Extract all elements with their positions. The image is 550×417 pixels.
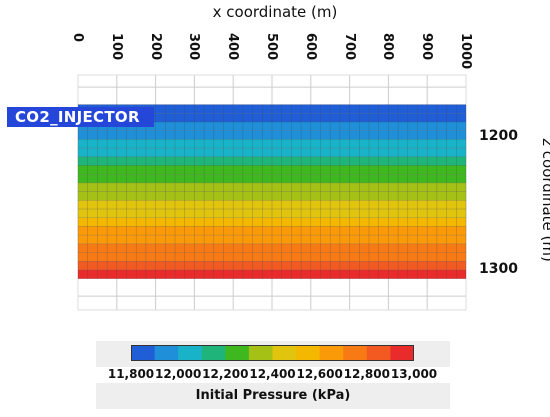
x-tick-label: 400 — [225, 33, 241, 61]
pressure-row — [78, 217, 466, 227]
x-tick-label: 600 — [302, 33, 318, 61]
colorbar-frame — [131, 345, 414, 361]
pressure-row — [78, 156, 466, 166]
co2-injector-label: CO2_INJECTOR — [7, 107, 154, 127]
colorbar-tick-label: 12,000 — [155, 367, 202, 381]
pressure-row — [78, 261, 466, 270]
pressure-row — [78, 174, 466, 183]
colorbar-swatch — [319, 345, 344, 361]
colorbar-swatch — [390, 345, 414, 361]
colorbar-swatch — [225, 345, 250, 361]
pressure-row — [78, 209, 466, 218]
colorbar-swatch — [248, 345, 273, 361]
pressure-row — [78, 113, 466, 122]
x-axis-title: x coordinate (m) — [212, 3, 338, 21]
colorbar-title: Initial Pressure (kPa) — [96, 383, 450, 409]
pressure-row — [78, 235, 466, 244]
colorbar-tick-label: 12,600 — [296, 367, 343, 381]
pressure-row — [78, 130, 466, 140]
colorbar-swatch — [131, 345, 156, 361]
pressure-row — [78, 252, 466, 262]
x-tick-label: 700 — [341, 33, 357, 61]
colorbar — [131, 345, 414, 361]
pressure-row — [78, 243, 466, 253]
x-tick-label: 0 — [70, 33, 85, 43]
z-axis-title: z coordinate (m) — [539, 138, 550, 262]
colorbar-swatch — [178, 345, 203, 361]
x-tick-label: 900 — [419, 33, 435, 61]
colorbar-swatch — [272, 345, 297, 361]
colorbar-tick-label: 12,200 — [202, 367, 249, 381]
x-tick-label: 1000 — [458, 33, 473, 70]
colorbar-tick-label: 12,800 — [343, 367, 390, 381]
pressure-row — [78, 139, 466, 149]
pressure-row — [78, 165, 466, 175]
x-tick-label: 800 — [380, 33, 396, 61]
x-tick-label: 500 — [264, 33, 279, 61]
pressure-row — [78, 269, 466, 279]
pressure-row — [78, 226, 466, 236]
z-tick-label-1200: 1200 — [479, 128, 518, 144]
colorbar-swatch — [201, 345, 226, 361]
colorbar-swatch — [296, 345, 321, 361]
colorbar-tick-label: 11,800 — [107, 367, 155, 381]
pressure-row — [78, 191, 466, 201]
pressure-row — [78, 182, 466, 192]
colorbar-tick-label: 12,400 — [249, 367, 296, 381]
colorbar-swatch — [366, 345, 391, 361]
x-tick-label: 100 — [108, 33, 124, 61]
x-tick-label: 300 — [186, 33, 202, 61]
colorbar-swatch — [343, 345, 368, 361]
pressure-row — [78, 200, 466, 210]
pressure-row — [78, 148, 466, 157]
pressure-row — [78, 104, 466, 114]
colorbar-swatch — [154, 345, 179, 361]
x-tick-label: 200 — [147, 33, 163, 61]
z-tick-label-1300: 1300 — [479, 261, 518, 277]
pressure-row — [78, 122, 466, 131]
colorbar-tick-label: 13,000 — [390, 367, 438, 381]
